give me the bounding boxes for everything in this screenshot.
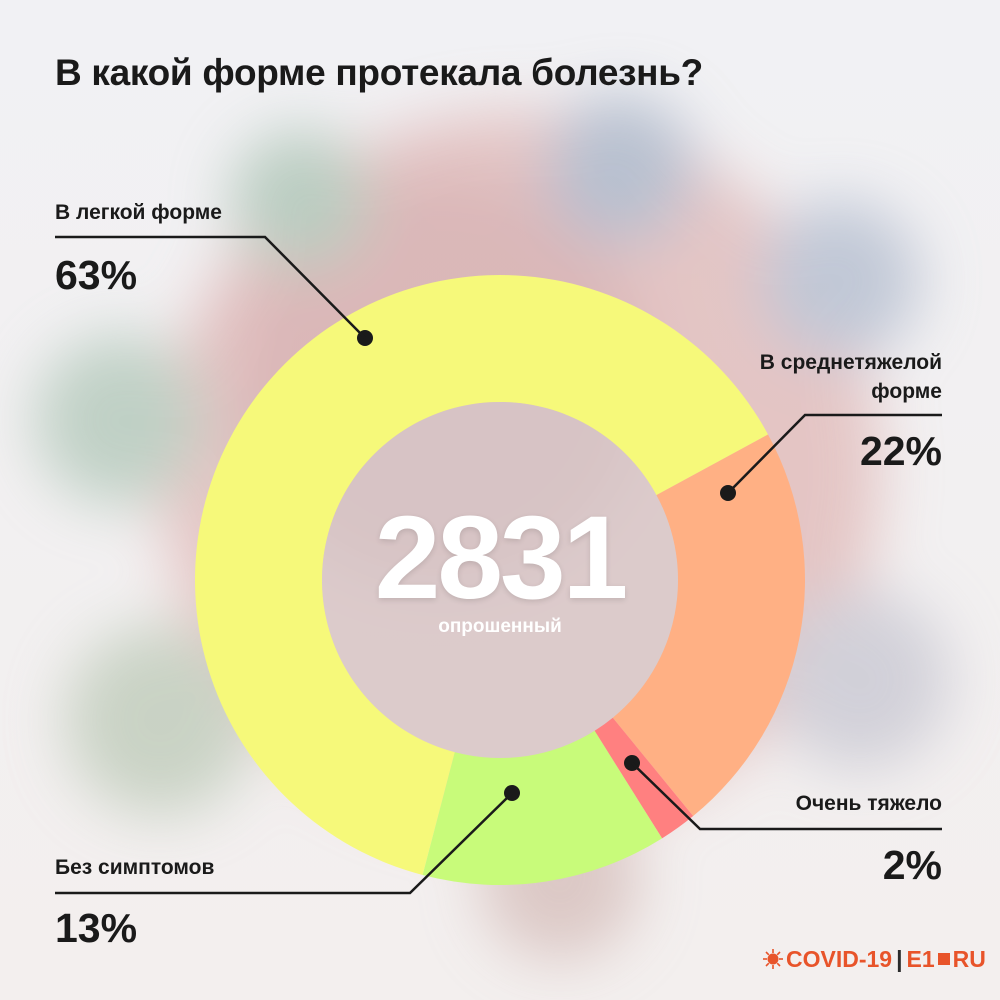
chart-title: В какой форме протекала болезнь? (55, 52, 703, 93)
slice-moderate (612, 434, 805, 817)
leader-line-moderate (727, 413, 942, 494)
leader-line-severe (631, 762, 942, 831)
label-asymptomatic: Без симптомов (55, 856, 215, 879)
pct-asymptomatic: 13% (55, 905, 138, 951)
respondents-total: 2831 (374, 492, 629, 624)
logo-covid-text: COVID-19 (786, 945, 893, 972)
respondents-caption: опрошенный (438, 616, 562, 637)
label-moderate-line1: В среднетяжелой (759, 351, 942, 374)
slice-asymptomatic (422, 730, 663, 885)
virus-icon (763, 949, 783, 969)
pct-moderate: 22% (859, 428, 942, 474)
logo-separator: | (896, 945, 903, 972)
pct-mild: 63% (55, 252, 138, 298)
label-severe: Очень тяжело (795, 792, 942, 815)
slice-severe (594, 717, 694, 839)
label-mild: В легкой форме (55, 201, 222, 224)
brand-logo: COVID-19 | E1 RU (762, 941, 986, 977)
leader-line-mild (55, 235, 366, 339)
donut-hole (322, 402, 678, 758)
slice-mild (195, 274, 769, 876)
leader-line-asymptomatic (55, 792, 513, 895)
logo-square-icon (937, 953, 950, 965)
label-moderate-line2: форме (871, 380, 942, 403)
logo-e1-text: E1 (906, 945, 935, 972)
pct-severe: 2% (882, 842, 942, 888)
logo-ru-text: RU (952, 945, 986, 972)
